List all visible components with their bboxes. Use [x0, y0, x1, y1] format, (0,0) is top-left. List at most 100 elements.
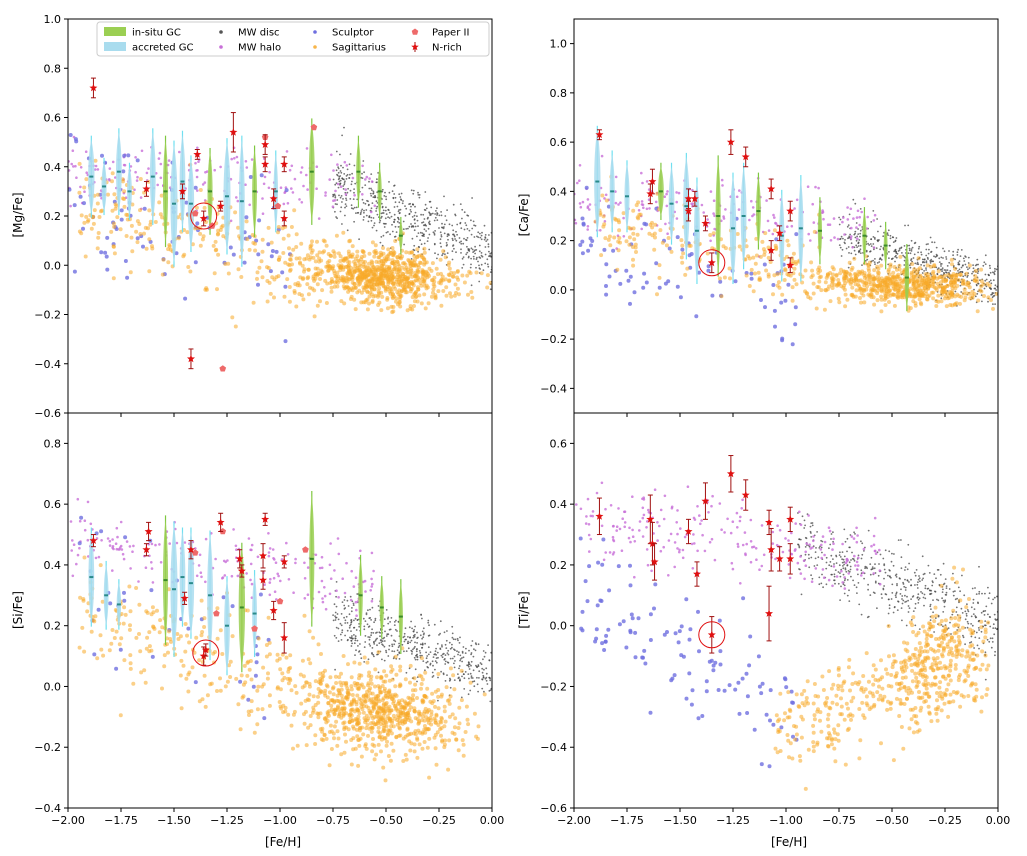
mw-halo-point: [233, 157, 236, 160]
mw-halo-point: [236, 199, 240, 203]
mw-disc-point: [989, 271, 992, 274]
mw-disc-point: [846, 225, 849, 228]
sagittarius-point: [297, 256, 302, 261]
mw-disc-point: [358, 625, 361, 628]
mw-disc-point: [848, 235, 851, 238]
sagittarius-point: [780, 292, 785, 297]
sagittarius-point: [315, 282, 320, 287]
sagittarius-point: [916, 280, 921, 285]
sagittarius-point: [920, 292, 925, 297]
sagittarius-point: [627, 242, 632, 247]
mw-halo-point: [700, 203, 704, 207]
mw-disc-point: [337, 171, 340, 174]
mw-disc-point: [425, 657, 428, 660]
mw-halo-point: [578, 179, 581, 182]
mw-disc-point: [903, 259, 906, 262]
mw-disc-point: [399, 208, 402, 211]
mw-disc-point: [334, 619, 337, 621]
sagittarius-point: [941, 277, 946, 282]
mw-disc-point: [920, 264, 922, 266]
mw-halo-point: [832, 217, 836, 220]
mw-halo-point: [213, 168, 216, 172]
accreted-gc-violin: [170, 140, 178, 267]
sagittarius-point: [683, 272, 688, 277]
sagittarius-point: [298, 260, 302, 265]
sagittarius-point: [456, 277, 461, 282]
mw-disc-point: [437, 676, 439, 679]
mw-disc-point: [333, 634, 336, 637]
mw-disc-point: [380, 641, 383, 644]
sculptor-point: [68, 187, 72, 192]
mw-disc-point: [857, 241, 860, 244]
sagittarius-point: [754, 236, 759, 241]
sagittarius-point: [994, 291, 998, 296]
sagittarius-point: [950, 303, 955, 308]
mw-halo-point: [195, 169, 198, 172]
sagittarius-point: [455, 286, 460, 291]
mw-disc-point: [364, 184, 367, 187]
mw-disc-point: [370, 207, 373, 210]
sagittarius-point: [372, 254, 377, 259]
mw-disc-point: [382, 234, 385, 237]
sagittarius-point: [816, 285, 821, 290]
sagittarius-point: [973, 274, 978, 279]
mw-halo-point: [748, 218, 751, 222]
sagittarius-point: [831, 267, 836, 272]
sagittarius-point: [365, 290, 370, 295]
mw-halo-point: [617, 203, 620, 206]
mw-disc-point: [449, 647, 452, 650]
mw-halo-point: [355, 608, 358, 612]
mw-halo-point: [664, 222, 667, 226]
mw-disc-point: [910, 239, 913, 242]
sagittarius-point: [386, 277, 390, 282]
mw-disc-point: [440, 234, 443, 236]
sagittarius-point: [255, 276, 259, 281]
mw-disc-point: [867, 242, 869, 245]
mw-halo-point: [368, 177, 371, 180]
sagittarius-point: [200, 237, 205, 242]
sagittarius-point: [257, 265, 262, 270]
sagittarius-point: [875, 264, 880, 269]
sagittarius-point: [125, 217, 130, 222]
sagittarius-point: [383, 286, 388, 291]
sagittarius-point: [970, 293, 975, 298]
mw-disc-point: [378, 221, 381, 224]
mw-disc-point: [398, 644, 401, 647]
sculptor-point: [105, 267, 110, 272]
sagittarius-point: [128, 653, 133, 658]
mw-disc-point: [394, 201, 397, 204]
mw-halo-point: [150, 542, 154, 546]
mw-halo-point: [665, 204, 669, 208]
mw-disc-point: [449, 686, 452, 689]
mw-disc-point: [335, 150, 338, 153]
mw-disc-point: [484, 234, 487, 236]
mw-disc-point: [444, 215, 447, 217]
sagittarius-point: [453, 716, 458, 721]
sagittarius-point: [474, 270, 479, 275]
mw-disc-point: [489, 252, 492, 255]
mw-disc-point: [376, 205, 379, 208]
mw-halo-point: [199, 571, 203, 574]
sculptor-point: [678, 295, 683, 300]
mw-disc-point: [350, 639, 353, 642]
mw-halo-point: [690, 202, 693, 206]
sagittarius-point: [365, 307, 370, 312]
mw-disc-point: [457, 653, 459, 656]
sagittarius-point: [187, 640, 192, 645]
sagittarius-point: [215, 287, 219, 292]
mw-halo-point: [285, 150, 289, 153]
mw-disc-point: [428, 624, 430, 627]
mw-disc-point: [880, 258, 883, 261]
sagittarius-point: [312, 314, 317, 319]
sagittarius-point: [758, 254, 763, 259]
sculptor-point: [588, 236, 593, 241]
sagittarius-point: [200, 660, 205, 664]
mw-disc-point: [365, 209, 368, 211]
sagittarius-point: [138, 649, 143, 654]
mw-disc-point: [988, 264, 991, 267]
mw-halo-point: [863, 197, 866, 200]
mw-halo-point: [83, 528, 87, 532]
mw-disc-point: [478, 250, 481, 253]
mw-disc-point: [458, 642, 461, 644]
y-tick-label: 0.0: [550, 284, 568, 297]
